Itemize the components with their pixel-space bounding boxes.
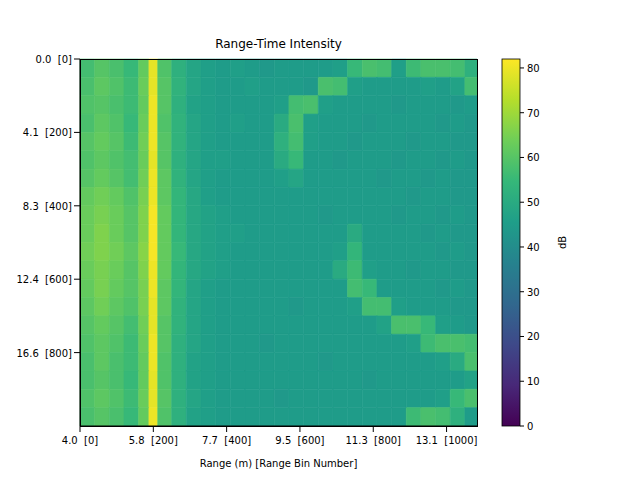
svg-text:40: 40 — [527, 242, 540, 253]
svg-text:8.3 [400]: 8.3 [400] — [23, 201, 72, 212]
svg-text:80: 80 — [527, 63, 540, 74]
svg-text:Range-Time Intensity: Range-Time Intensity — [215, 37, 342, 51]
svg-text:0: 0 — [527, 421, 533, 432]
svg-text:4.1 [200]: 4.1 [200] — [23, 127, 72, 138]
svg-text:13.1 [1000]: 13.1 [1000] — [416, 435, 478, 446]
svg-text:7.7 [400]: 7.7 [400] — [202, 435, 251, 446]
svg-text:dB: dB — [557, 236, 568, 249]
svg-text:4.0 [0]: 4.0 [0] — [62, 435, 99, 446]
svg-text:12.4 [600]: 12.4 [600] — [16, 274, 72, 285]
svg-text:5.8 [200]: 5.8 [200] — [129, 435, 178, 446]
svg-text:11.3 [800]: 11.3 [800] — [346, 435, 402, 446]
svg-text:0.0 [0]: 0.0 [0] — [36, 54, 73, 65]
svg-text:50: 50 — [527, 197, 540, 208]
svg-text:Range (m) [Range Bin Number]: Range (m) [Range Bin Number] — [200, 458, 358, 469]
svg-text:60: 60 — [527, 152, 540, 163]
svg-text:16.6 [800]: 16.6 [800] — [16, 348, 72, 359]
svg-text:10: 10 — [527, 376, 540, 387]
svg-text:30: 30 — [527, 287, 540, 298]
svg-text:20: 20 — [527, 331, 540, 342]
svg-text:9.5 [600]: 9.5 [600] — [275, 435, 324, 446]
svg-text:70: 70 — [527, 108, 540, 119]
